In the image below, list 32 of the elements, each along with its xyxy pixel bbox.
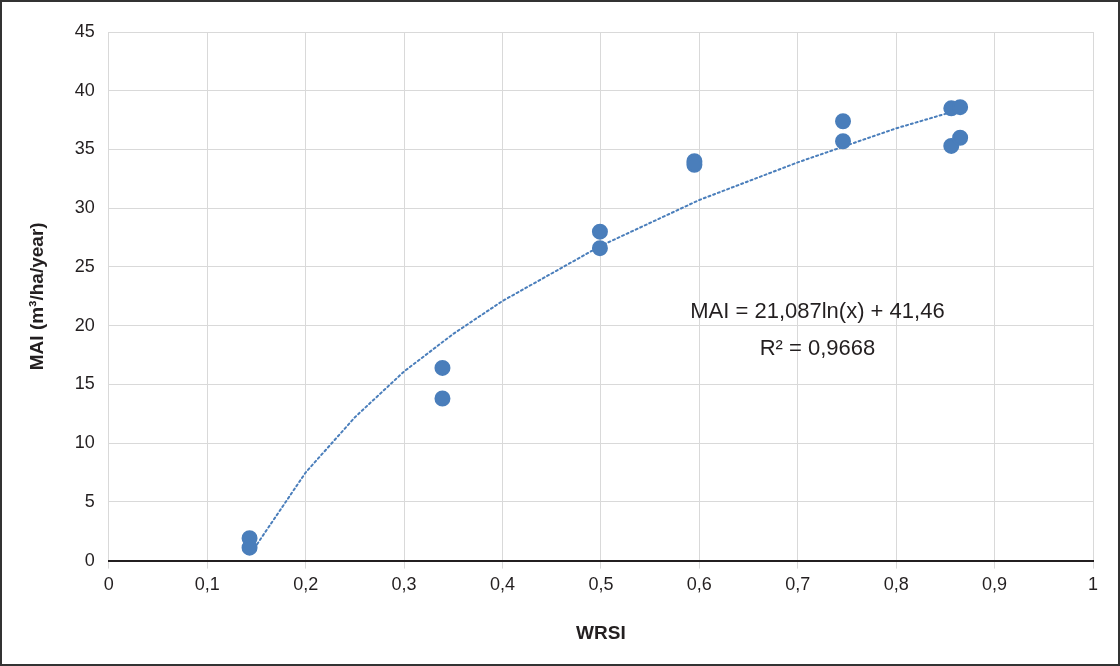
y-axis-title: MAI (m³/ha/year) bbox=[25, 222, 47, 371]
x-tick-label: 0,3 bbox=[391, 574, 417, 595]
y-tick-label: 45 bbox=[74, 20, 95, 41]
y-tick-label: 15 bbox=[74, 373, 95, 394]
y-tick-label: 25 bbox=[74, 255, 95, 276]
y-tick-label: 0 bbox=[84, 549, 95, 570]
x-tick-label: 0,8 bbox=[883, 574, 909, 595]
x-axis-title: WRSI bbox=[576, 621, 626, 643]
x-tick-label: 0,7 bbox=[785, 574, 811, 595]
y-tick-label: 35 bbox=[74, 138, 95, 159]
y-tick-label: 10 bbox=[74, 432, 95, 453]
point bbox=[835, 133, 852, 150]
x-tick-label: 0,2 bbox=[293, 574, 319, 595]
point bbox=[952, 129, 969, 146]
x-tick-label: 0,9 bbox=[982, 574, 1008, 595]
annotation: MAI = 21,087ln(x) + 41,46 bbox=[690, 298, 945, 324]
x-tick-label: 0,4 bbox=[489, 574, 516, 595]
point bbox=[434, 390, 451, 407]
y-tick-label: 40 bbox=[74, 79, 95, 100]
point bbox=[434, 359, 451, 376]
x-tick-label: 0,5 bbox=[588, 574, 614, 595]
y-tick-label: 30 bbox=[74, 197, 95, 218]
point bbox=[835, 113, 852, 130]
y-tick-label: 5 bbox=[84, 490, 95, 511]
point bbox=[591, 240, 608, 257]
x-tick-label: 0 bbox=[103, 574, 114, 595]
x-tick-label: 1 bbox=[1087, 574, 1099, 595]
x-tick-label: 0,6 bbox=[686, 574, 712, 595]
point bbox=[591, 223, 608, 240]
annotation: R² = 0,9668 bbox=[759, 335, 876, 361]
x-tick-label: 0,1 bbox=[194, 574, 220, 595]
y-tick-label: 20 bbox=[74, 314, 95, 335]
